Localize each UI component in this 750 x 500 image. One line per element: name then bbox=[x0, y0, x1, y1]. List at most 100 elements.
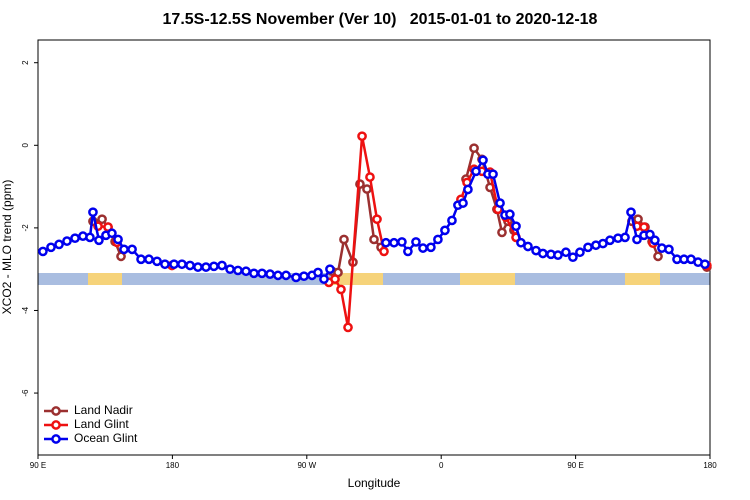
data-point bbox=[281, 270, 291, 281]
data-point bbox=[369, 234, 379, 245]
x-tick-label: 0 bbox=[439, 461, 444, 470]
data-point bbox=[119, 244, 129, 255]
data-point bbox=[144, 254, 154, 265]
series bbox=[94, 133, 710, 331]
data-point bbox=[397, 237, 407, 247]
data-point bbox=[94, 235, 104, 246]
data-point bbox=[201, 262, 211, 272]
data-point bbox=[209, 261, 219, 272]
data-point bbox=[325, 264, 335, 275]
land-strip bbox=[460, 273, 515, 285]
data-point bbox=[433, 234, 443, 245]
data-point bbox=[553, 250, 563, 260]
y-axis-label: XCO2 - MLO trend (ppm) bbox=[0, 180, 14, 315]
data-point bbox=[193, 262, 203, 272]
data-point bbox=[511, 221, 521, 232]
data-point bbox=[538, 248, 548, 259]
data-point bbox=[62, 236, 72, 246]
data-point bbox=[497, 227, 507, 238]
data-point bbox=[645, 229, 655, 240]
data-point bbox=[299, 271, 309, 282]
data-point bbox=[249, 268, 259, 279]
data-point bbox=[185, 260, 195, 271]
series bbox=[89, 145, 710, 276]
data-point bbox=[233, 265, 243, 276]
data-point bbox=[319, 274, 329, 284]
data-point bbox=[568, 252, 578, 263]
data-point bbox=[46, 242, 56, 253]
surface-strip bbox=[38, 273, 710, 285]
data-point bbox=[561, 247, 571, 258]
data-point bbox=[169, 259, 179, 270]
data-point bbox=[639, 222, 649, 232]
x-tick-label: 90 E bbox=[30, 461, 46, 470]
data-point bbox=[85, 232, 95, 243]
data-point bbox=[357, 131, 367, 142]
data-point bbox=[313, 267, 323, 278]
data-point bbox=[418, 243, 428, 253]
data-point bbox=[88, 207, 98, 218]
data-point bbox=[575, 247, 585, 258]
data-point bbox=[463, 184, 473, 195]
data-point bbox=[107, 228, 117, 239]
data-point bbox=[440, 225, 450, 236]
y-tick-label: 2 bbox=[21, 60, 30, 65]
y-tick-label: 0 bbox=[21, 143, 30, 148]
data-point bbox=[381, 237, 391, 248]
data-point bbox=[127, 244, 137, 255]
y-tick-label: -2 bbox=[21, 224, 30, 232]
land-strip bbox=[88, 273, 122, 285]
series-line bbox=[98, 136, 707, 327]
legend-label: Ocean Glint bbox=[74, 431, 138, 445]
x-axis-label: Longitude bbox=[348, 476, 401, 490]
legend-marker bbox=[51, 406, 61, 416]
data-point bbox=[291, 272, 301, 283]
data-point bbox=[620, 232, 630, 243]
x-tick-label: 90 W bbox=[297, 461, 316, 470]
data-point bbox=[339, 234, 349, 245]
y-tick-label: -6 bbox=[21, 389, 30, 397]
y-tick-label: -4 bbox=[21, 306, 30, 314]
data-point bbox=[583, 242, 593, 253]
data-point bbox=[97, 214, 107, 225]
x-tick-label: 180 bbox=[703, 461, 717, 470]
data-point bbox=[362, 184, 372, 194]
data-point bbox=[160, 259, 170, 270]
data-point bbox=[523, 241, 533, 252]
data-point bbox=[478, 155, 488, 166]
data-point bbox=[458, 198, 468, 208]
data-point bbox=[217, 260, 227, 271]
data-point bbox=[152, 256, 162, 267]
data-point bbox=[379, 246, 389, 257]
series-line bbox=[93, 148, 707, 272]
data-point bbox=[664, 244, 674, 255]
data-point bbox=[700, 259, 710, 270]
data-point bbox=[469, 143, 479, 154]
data-point bbox=[403, 246, 413, 257]
data-point bbox=[471, 166, 481, 177]
data-point bbox=[136, 254, 146, 265]
data-point bbox=[225, 264, 235, 275]
data-point bbox=[389, 237, 399, 248]
data-point bbox=[505, 209, 515, 220]
data-point bbox=[113, 234, 123, 245]
legend-marker bbox=[51, 434, 61, 444]
data-point bbox=[257, 268, 267, 279]
data-point bbox=[650, 235, 660, 246]
data-point bbox=[365, 172, 375, 182]
data-point bbox=[343, 322, 353, 333]
land-strip bbox=[333, 273, 383, 285]
x-tick-label: 90 E bbox=[567, 461, 583, 470]
data-point bbox=[372, 214, 382, 225]
data-point bbox=[495, 198, 505, 208]
data-point bbox=[54, 239, 64, 250]
land-strip bbox=[625, 273, 660, 285]
x-tick-label: 180 bbox=[166, 461, 180, 470]
chart-title: 17.5S-12.5S November (Ver 10) 2015-01-01… bbox=[163, 11, 598, 28]
data-point bbox=[336, 284, 346, 295]
legend-marker bbox=[51, 420, 61, 430]
data-point bbox=[626, 207, 636, 218]
legend-label: Land Nadir bbox=[74, 403, 133, 417]
data-point bbox=[241, 266, 251, 277]
